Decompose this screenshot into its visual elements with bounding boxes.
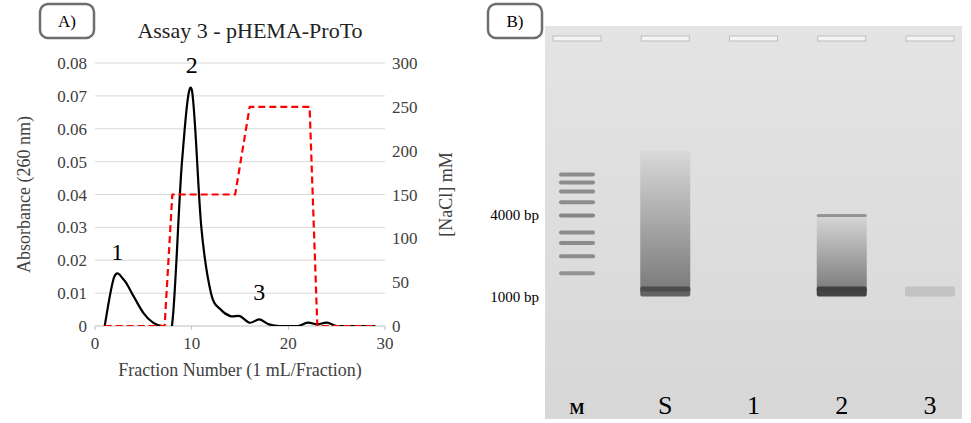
plot-area (105, 88, 376, 326)
peak-label: 3 (253, 279, 265, 305)
x-tick-label: 30 (377, 334, 394, 353)
y2-tick (385, 63, 388, 64)
figure: A) Assay 3 - pHEMA-ProTo 0 0.01 0.02 0.03 0.04… (0, 0, 971, 423)
gel-band (559, 213, 595, 217)
y2-tick-label: 300 (392, 54, 418, 73)
gel-band (817, 214, 867, 217)
gel (545, 26, 962, 419)
gel-band (905, 287, 955, 297)
x-axis-title: Fraction Number (1 mL/Fraction) (118, 360, 361, 381)
figure-root: A) Assay 3 - pHEMA-ProTo 0 0.01 0.02 0.03 0.04… (0, 0, 971, 423)
gel-band (559, 190, 595, 194)
gel-band (559, 180, 595, 184)
y-tick-label: 0 (79, 317, 88, 336)
y-axis-title: Absorbance (260 nm) (14, 116, 35, 273)
lane-label: 3 (924, 391, 937, 420)
y2-tick-label: 250 (392, 98, 418, 117)
gel-band (559, 254, 595, 258)
panel-box (40, 4, 94, 38)
grid-line (95, 194, 385, 195)
gel-well (641, 36, 689, 41)
gel-lanes (559, 151, 955, 297)
gel-band (559, 241, 595, 245)
gel-tick (541, 297, 545, 298)
gel-size-label: 1000 bp (490, 289, 539, 305)
panel-label: B) (507, 12, 524, 31)
y2-tick (385, 282, 388, 283)
panel-box (488, 4, 542, 38)
x-tick (191, 326, 192, 330)
gel-smear (817, 215, 867, 291)
y2-tick (385, 106, 388, 107)
gel-well (553, 36, 601, 41)
gel-band (640, 287, 690, 297)
grid-line (95, 128, 385, 129)
y-tick-label: 0.05 (57, 153, 87, 172)
gel-band (559, 200, 595, 204)
y-tick-label: 0.04 (57, 186, 87, 205)
gel-tick (541, 215, 545, 216)
grid-line (95, 293, 385, 294)
y2-tick-label: 100 (392, 229, 418, 248)
grid-line (95, 95, 385, 96)
peak-label: 2 (186, 52, 198, 78)
grid-line (95, 63, 385, 64)
gel-band (559, 173, 595, 177)
chart-title: Assay 3 - pHEMA-ProTo (137, 18, 362, 43)
gel-band (559, 230, 595, 234)
y2-tick-label: 200 (392, 142, 418, 161)
grid-line (95, 227, 385, 228)
gel-well (818, 36, 866, 41)
nacl-line (105, 107, 376, 326)
x-tick-label: 20 (280, 334, 297, 353)
x-tick (385, 326, 386, 330)
x-tick-label: 10 (183, 334, 200, 353)
gel-size-label: 4000 bp (490, 207, 539, 223)
lane-label: S (658, 391, 672, 420)
y2-axis-title: [NaCl] mM (436, 152, 456, 237)
x-tick (288, 326, 289, 330)
grid-line (95, 260, 385, 261)
gel-well (906, 36, 954, 41)
y-tick-label: 0.03 (57, 218, 87, 237)
lane-label: 1 (747, 391, 760, 420)
x-tick (95, 326, 96, 330)
panel-label: A) (58, 12, 76, 31)
y-tick-label: 0.01 (57, 284, 87, 303)
gel-smear (640, 151, 690, 292)
lane-label: M (569, 400, 584, 417)
y-tick-label: 0.08 (57, 54, 87, 73)
absorbance-line (105, 88, 376, 326)
y2-tick-label: 150 (392, 186, 418, 205)
y-tick-label: 0.06 (57, 120, 87, 139)
y2-tick (385, 150, 388, 151)
gel-band (817, 287, 867, 297)
gel-well (730, 36, 778, 41)
lane-label: 2 (835, 391, 848, 420)
x-tick-label: 0 (91, 334, 100, 353)
y-tick-label: 0.02 (57, 251, 87, 270)
peak-label: 1 (111, 239, 123, 265)
gel-band (559, 271, 595, 275)
y2-tick-label: 50 (392, 273, 409, 292)
y-tick-label: 0.07 (57, 87, 87, 106)
y2-tick (385, 238, 388, 239)
y2-tick (385, 194, 388, 195)
